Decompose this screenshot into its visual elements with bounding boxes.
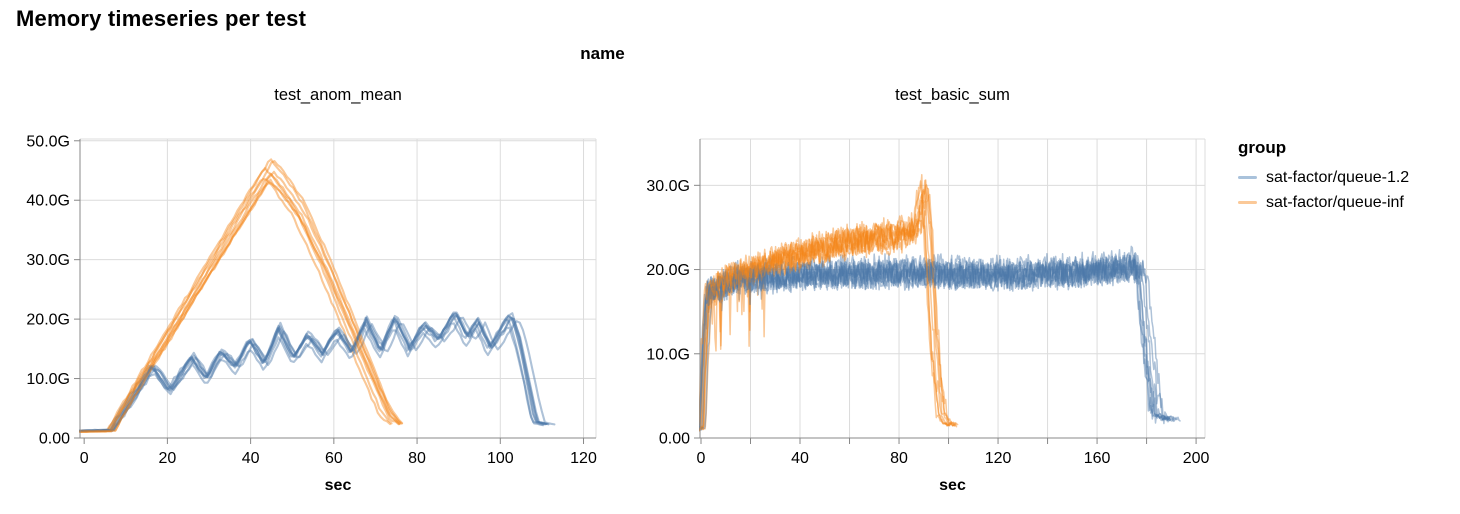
svg-text:200: 200 <box>1183 450 1210 467</box>
svg-text:20.0G: 20.0G <box>26 312 70 329</box>
legend-item-queue-1-2: sat-factor/queue-1.2 <box>1238 165 1409 190</box>
svg-text:0: 0 <box>80 450 89 467</box>
x-axis-title-right: sec <box>939 477 966 494</box>
svg-text:10.0G: 10.0G <box>646 346 690 363</box>
svg-text:20: 20 <box>158 450 176 467</box>
svg-text:80: 80 <box>408 450 426 467</box>
svg-text:60: 60 <box>325 450 343 467</box>
subplot-title-test-anom-mean: test_anom_mean <box>274 86 402 104</box>
svg-text:120: 120 <box>985 450 1012 467</box>
subplot-title-test-basic-sum: test_basic_sum <box>895 86 1010 104</box>
svg-text:40.0G: 40.0G <box>26 193 70 210</box>
legend-swatch-orange-icon <box>1238 201 1257 204</box>
legend-label: sat-factor/queue-1.2 <box>1266 168 1410 186</box>
svg-text:50.0G: 50.0G <box>26 133 70 150</box>
svg-text:40: 40 <box>791 450 809 467</box>
svg-text:80: 80 <box>890 450 908 467</box>
svg-text:0: 0 <box>697 450 706 467</box>
legend-swatch-blue-icon <box>1238 176 1257 179</box>
legend-item-queue-inf: sat-factor/queue-inf <box>1238 190 1409 215</box>
legend-label: sat-factor/queue-inf <box>1266 193 1404 211</box>
svg-text:120: 120 <box>570 450 597 467</box>
svg-text:30.0G: 30.0G <box>646 178 690 195</box>
x-axis-title-left: sec <box>324 477 352 494</box>
facet-header-name: name <box>580 44 625 63</box>
svg-text:160: 160 <box>1084 450 1111 467</box>
svg-text:20.0G: 20.0G <box>646 262 690 279</box>
svg-text:0.00: 0.00 <box>659 431 690 448</box>
svg-text:30.0G: 30.0G <box>26 252 70 269</box>
page-title: Memory timeseries per test <box>16 6 307 31</box>
legend-title: group <box>1238 138 1287 157</box>
svg-text:100: 100 <box>487 450 514 467</box>
svg-text:10.0G: 10.0G <box>26 371 70 388</box>
svg-text:0.00: 0.00 <box>39 431 70 448</box>
legend: group sat-factor/queue-1.2 sat-factor/qu… <box>1238 138 1409 215</box>
svg-text:40: 40 <box>242 450 260 467</box>
